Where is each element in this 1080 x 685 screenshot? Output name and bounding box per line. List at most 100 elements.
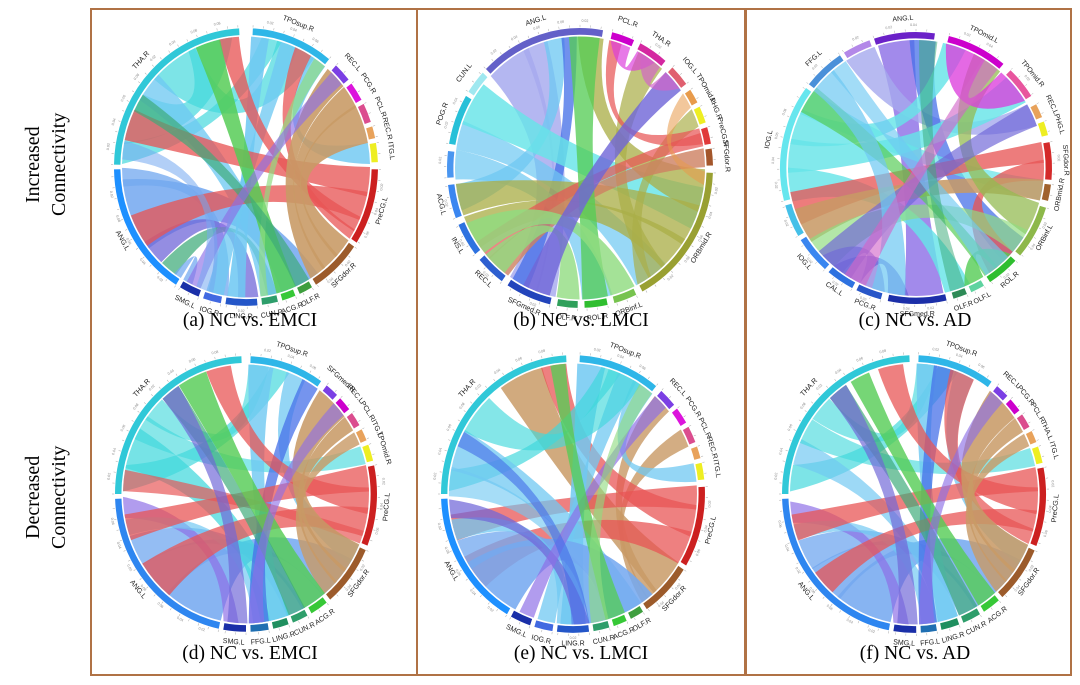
svg-text:PCG.R: PCG.R	[684, 395, 703, 419]
svg-text:OLF.R: OLF.R	[556, 313, 576, 323]
svg-text:PHG.L: PHG.L	[1053, 113, 1066, 135]
svg-text:0.02: 0.02	[794, 566, 801, 574]
svg-text:0.02: 0.02	[443, 121, 449, 129]
svg-text:0.04: 0.04	[452, 97, 459, 105]
svg-text:0.02: 0.02	[783, 219, 789, 227]
svg-text:SFGmed.R: SFGmed.R	[900, 311, 935, 318]
svg-text:0.04: 0.04	[373, 207, 379, 215]
svg-text:0.06: 0.06	[110, 517, 115, 525]
svg-text:0.04: 0.04	[778, 447, 784, 455]
svg-text:0.02: 0.02	[963, 31, 971, 37]
svg-text:0.02: 0.02	[149, 54, 157, 62]
svg-text:0.04: 0.04	[168, 39, 176, 46]
svg-text:0.04: 0.04	[834, 368, 842, 375]
svg-text:SMG.L: SMG.L	[173, 293, 196, 310]
svg-text:0.04: 0.04	[176, 616, 184, 623]
svg-text:SFGdor.R: SFGdor.R	[1061, 144, 1070, 175]
svg-text:TPOsup.R: TPOsup.R	[282, 14, 315, 34]
svg-text:0.06: 0.06	[120, 424, 127, 432]
svg-text:0.06: 0.06	[639, 364, 647, 371]
svg-text:0.04: 0.04	[379, 503, 383, 510]
svg-text:LING.R: LING.R	[229, 312, 253, 321]
svg-text:0.02: 0.02	[437, 522, 442, 530]
svg-text:PreCG.L: PreCG.L	[704, 515, 718, 545]
svg-text:0.02: 0.02	[359, 564, 366, 572]
svg-text:ROL.R: ROL.R	[586, 312, 608, 323]
svg-text:0.02: 0.02	[238, 309, 245, 313]
svg-text:0.02: 0.02	[264, 348, 271, 353]
svg-text:0.04: 0.04	[290, 26, 298, 32]
svg-text:0.06: 0.06	[777, 520, 782, 528]
svg-text:REC.L: REC.L	[668, 377, 688, 398]
svg-text:0.06: 0.06	[190, 28, 198, 34]
svg-text:0.06: 0.06	[364, 231, 371, 239]
svg-text:0.02: 0.02	[433, 472, 438, 480]
svg-text:0.06: 0.06	[977, 363, 985, 370]
svg-text:0.06: 0.06	[695, 548, 701, 556]
svg-text:0.06: 0.06	[856, 356, 864, 363]
svg-text:0.04: 0.04	[1014, 584, 1021, 592]
svg-text:INS.L: INS.L	[450, 236, 466, 256]
svg-text:0.04: 0.04	[1029, 243, 1036, 251]
svg-text:0.08: 0.08	[879, 349, 886, 355]
svg-text:0.02: 0.02	[654, 42, 662, 49]
svg-text:CUN.R: CUN.R	[965, 619, 988, 637]
svg-text:FFG.L: FFG.L	[920, 637, 941, 648]
svg-text:0.04: 0.04	[903, 306, 910, 310]
svg-text:PreCG.L: PreCG.L	[1050, 494, 1060, 523]
svg-text:0.04: 0.04	[1048, 505, 1053, 513]
svg-text:0.04: 0.04	[955, 353, 963, 359]
svg-text:REC.L: REC.L	[1044, 94, 1059, 116]
svg-text:0.08: 0.08	[538, 349, 545, 355]
svg-text:SMG.L: SMG.L	[893, 638, 915, 648]
svg-text:0.02: 0.02	[379, 183, 384, 191]
svg-text:0.06: 0.06	[312, 37, 320, 44]
svg-text:0.04: 0.04	[986, 42, 994, 49]
svg-text:0.02: 0.02	[1003, 272, 1011, 279]
svg-text:0.06: 0.06	[375, 527, 381, 535]
svg-text:0.02: 0.02	[198, 626, 206, 632]
svg-text:0.02: 0.02	[667, 274, 675, 282]
svg-text:0.04: 0.04	[437, 447, 443, 455]
svg-text:0.02: 0.02	[474, 383, 482, 391]
svg-text:0.04: 0.04	[111, 118, 117, 126]
svg-text:LING.R: LING.R	[561, 639, 584, 647]
svg-text:0.02: 0.02	[487, 605, 495, 613]
svg-text:0.04: 0.04	[469, 588, 476, 596]
svg-text:0.06: 0.06	[157, 601, 165, 609]
svg-text:0.02: 0.02	[581, 19, 588, 23]
svg-text:0.06: 0.06	[455, 568, 462, 576]
svg-text:0.04: 0.04	[493, 368, 501, 375]
svg-text:ANG.L: ANG.L	[892, 15, 914, 24]
svg-text:0.06: 0.06	[446, 423, 453, 431]
svg-text:0.04: 0.04	[784, 544, 790, 552]
svg-text:REC.R: REC.R	[381, 116, 394, 140]
svg-text:0.02: 0.02	[593, 347, 600, 352]
svg-text:ITG.L: ITG.L	[1048, 440, 1060, 460]
svg-text:0.04: 0.04	[116, 541, 122, 549]
svg-text:0.06: 0.06	[309, 364, 317, 371]
svg-text:0.08: 0.08	[213, 21, 220, 26]
svg-text:0.02: 0.02	[148, 384, 156, 392]
svg-text:SMG.L: SMG.L	[222, 637, 244, 647]
svg-text:0.08: 0.08	[557, 20, 564, 25]
svg-text:0.02: 0.02	[1056, 154, 1060, 161]
svg-text:0.02: 0.02	[438, 157, 442, 164]
svg-text:IOG.L: IOG.L	[764, 130, 774, 150]
svg-text:ROL.R: ROL.R	[1000, 271, 1021, 290]
svg-text:0.02: 0.02	[774, 472, 779, 480]
svg-text:0.06: 0.06	[120, 94, 127, 102]
svg-text:0.02: 0.02	[1050, 480, 1054, 487]
svg-text:0.04: 0.04	[345, 584, 352, 592]
svg-text:0.02: 0.02	[109, 191, 114, 199]
svg-text:ITG.L: ITG.L	[712, 459, 723, 478]
svg-text:0.08: 0.08	[133, 73, 140, 81]
svg-text:0.02: 0.02	[859, 296, 867, 302]
svg-text:THA.L: THA.L	[1039, 419, 1054, 441]
svg-text:0.08: 0.08	[684, 255, 691, 263]
svg-text:0.06: 0.06	[533, 25, 541, 31]
svg-text:0.02: 0.02	[774, 182, 779, 189]
svg-text:0.06: 0.06	[774, 132, 779, 140]
svg-text:ORBmid.R: ORBmid.R	[1054, 178, 1067, 212]
svg-text:SMG.L: SMG.L	[505, 623, 528, 640]
